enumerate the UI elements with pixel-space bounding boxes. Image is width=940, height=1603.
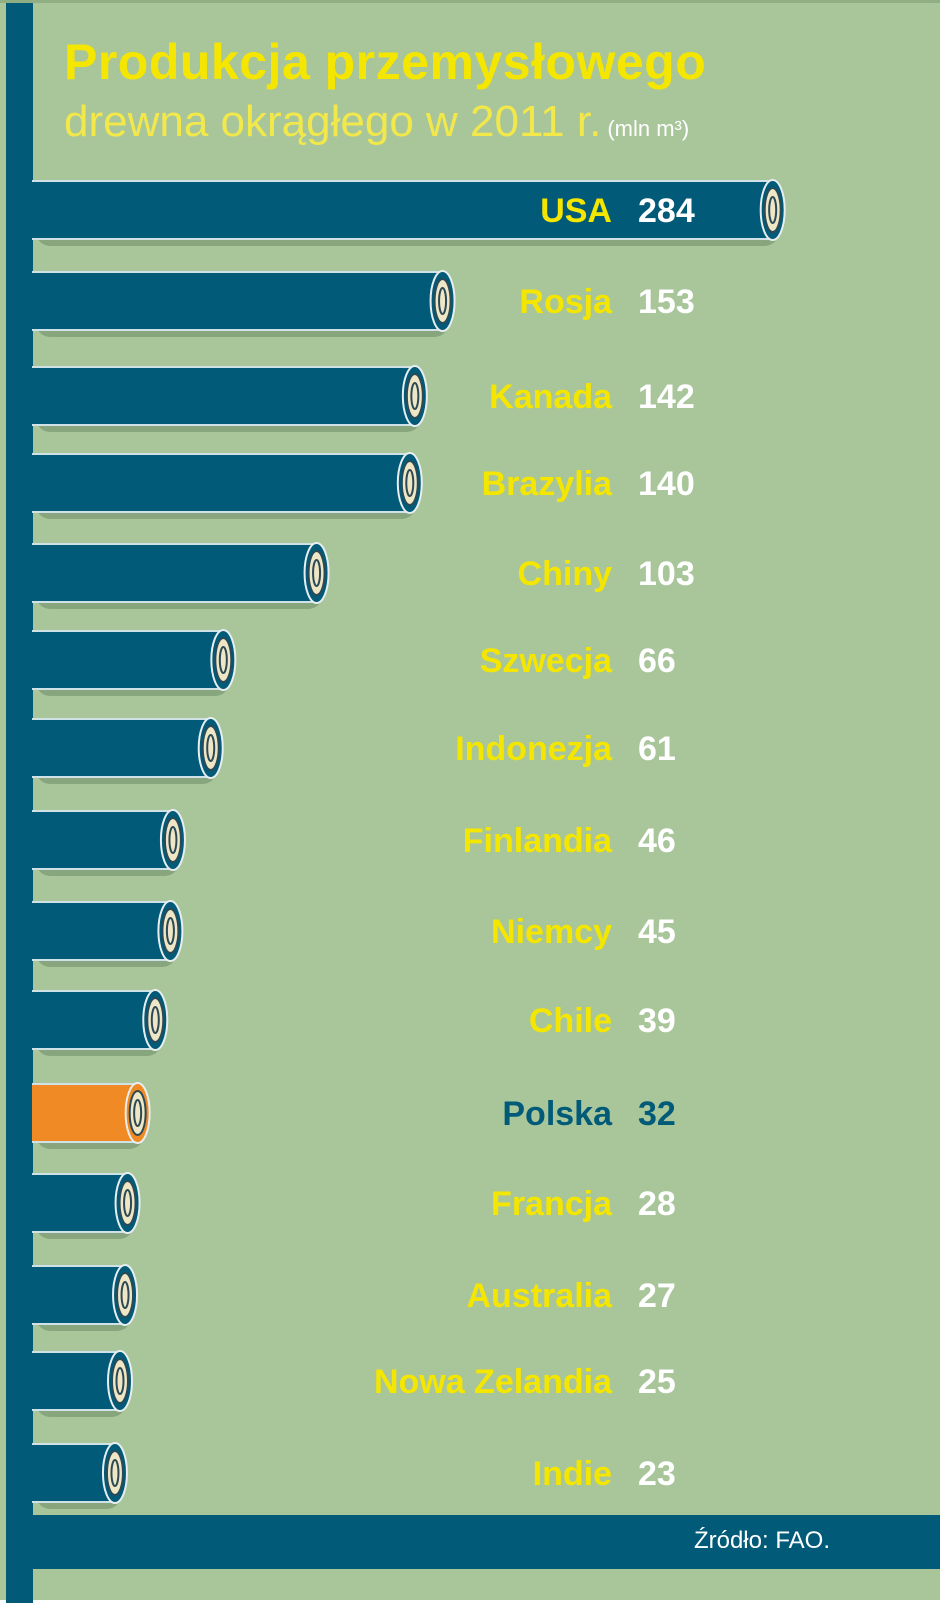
bar-group: Brazylia 140 [32, 452, 695, 519]
bar [32, 630, 224, 690]
bar [32, 1351, 120, 1411]
value-label: 32 [638, 1095, 676, 1133]
country-label: Polska [502, 1095, 613, 1133]
bar-group: Szwecja 66 [32, 629, 676, 696]
bar [32, 718, 211, 778]
value-label: 140 [638, 465, 695, 503]
value-label: 61 [638, 730, 676, 768]
country-label: Rosja [519, 283, 613, 321]
log-core-icon [410, 382, 420, 410]
value-label: 66 [638, 642, 676, 680]
log-core-icon [218, 646, 228, 674]
value-label: 39 [638, 1002, 676, 1040]
bar-group: Polska 32 [32, 1082, 676, 1149]
footer: Źródło: FAO. [6, 1515, 940, 1569]
bar-group: Chiny 103 [32, 542, 695, 609]
bar [32, 366, 415, 426]
country-label: USA [540, 192, 612, 230]
chart-title: Produkcja przemysłowego [64, 34, 707, 90]
subtitle-text: drewna okrągłego w 2011 r. [64, 97, 602, 146]
log-core-icon [438, 287, 448, 315]
country-label: Chile [529, 1002, 612, 1040]
chart-subtitle: drewna okrągłego w 2011 r. (mln m³) [64, 97, 689, 147]
unit-label: (mln m³) [607, 116, 690, 141]
country-label: Brazylia [482, 465, 613, 503]
bar-group: Niemcy 45 [32, 900, 676, 967]
country-label: Chiny [518, 555, 613, 593]
bar-group: Australia 27 [32, 1264, 676, 1331]
log-core-icon [312, 559, 322, 587]
bar-group: Chile 39 [32, 989, 676, 1056]
country-label: Finlandia [463, 822, 613, 860]
value-label: 103 [638, 555, 695, 593]
value-label: 46 [638, 822, 676, 860]
bar [32, 1173, 128, 1233]
value-label: 142 [638, 378, 695, 416]
log-core-icon [768, 196, 778, 224]
bar-group: Kanada 142 [32, 365, 695, 432]
value-label: 25 [638, 1363, 676, 1401]
value-label: 284 [638, 192, 695, 230]
log-core-icon [115, 1367, 125, 1395]
bar [32, 901, 171, 961]
bar [32, 990, 156, 1050]
log-core-icon [123, 1189, 133, 1217]
bar [32, 543, 317, 603]
bar [32, 1083, 138, 1143]
bar [32, 1443, 115, 1503]
log-core-icon [110, 1459, 120, 1487]
value-label: 153 [638, 283, 695, 321]
country-label: Szwecja [480, 642, 613, 680]
value-label: 27 [638, 1277, 676, 1315]
source-note: Źródło: FAO. [693, 1527, 830, 1554]
bar-group: Francja 28 [32, 1172, 676, 1239]
bar [32, 271, 443, 331]
country-label: Francja [491, 1185, 613, 1223]
country-label: Kanada [489, 378, 613, 416]
bar-group: Indonezja 61 [32, 717, 676, 784]
bar-group: Rosja 153 [32, 270, 695, 337]
bar [32, 810, 173, 870]
country-label: Niemcy [491, 913, 612, 951]
value-label: 23 [638, 1455, 676, 1493]
bar-group: Nowa Zelandia 25 [32, 1350, 676, 1417]
value-label: 28 [638, 1185, 676, 1223]
country-label: Indonezja [455, 730, 613, 768]
country-label: Australia [467, 1277, 614, 1315]
log-core-icon [120, 1281, 130, 1309]
bar [32, 1265, 126, 1325]
bar-chart: USA 284 Rosja 153 Kanada 142 Brazylia 140 Chiny 1… [32, 179, 786, 1509]
log-core-icon [206, 734, 216, 762]
value-label: 45 [638, 913, 676, 951]
log-core-icon [133, 1099, 143, 1127]
country-label: Nowa Zelandia [374, 1363, 613, 1401]
log-core-icon [168, 826, 178, 854]
country-label: Indie [533, 1455, 612, 1493]
left-strip [6, 3, 33, 1603]
bar [32, 453, 410, 513]
bar-group: USA 284 [32, 179, 786, 246]
log-core-icon [150, 1006, 160, 1034]
log-core-icon [405, 469, 415, 497]
bar-group: Finlandia 46 [32, 809, 676, 876]
bar [32, 180, 773, 240]
bar-group: Indie 23 [32, 1442, 676, 1509]
log-core-icon [165, 917, 175, 945]
